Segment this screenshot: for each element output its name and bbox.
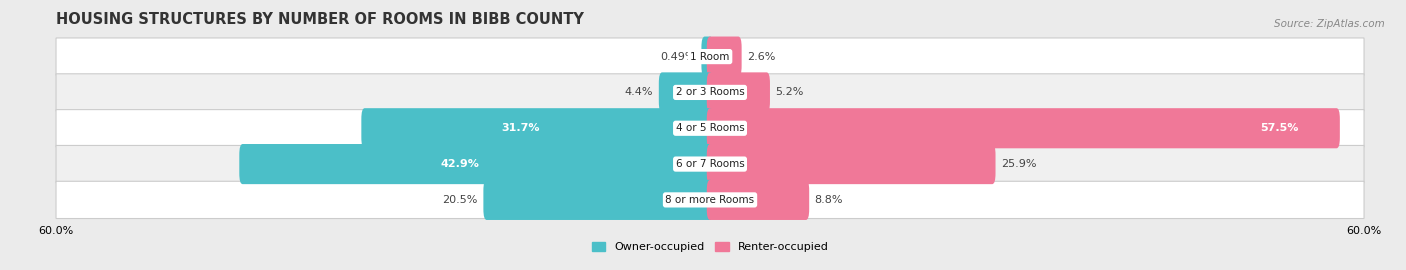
Text: 4 or 5 Rooms: 4 or 5 Rooms — [676, 123, 744, 133]
FancyBboxPatch shape — [56, 74, 1364, 111]
FancyBboxPatch shape — [56, 110, 1364, 147]
Text: 0.49%: 0.49% — [661, 52, 696, 62]
FancyBboxPatch shape — [659, 72, 713, 113]
FancyBboxPatch shape — [361, 108, 713, 148]
FancyBboxPatch shape — [707, 72, 770, 113]
FancyBboxPatch shape — [707, 108, 1340, 148]
Text: 42.9%: 42.9% — [440, 159, 479, 169]
Text: 2.6%: 2.6% — [747, 52, 776, 62]
Text: 20.5%: 20.5% — [443, 195, 478, 205]
Text: 57.5%: 57.5% — [1260, 123, 1298, 133]
FancyBboxPatch shape — [707, 36, 741, 77]
Text: 31.7%: 31.7% — [502, 123, 540, 133]
Text: 6 or 7 Rooms: 6 or 7 Rooms — [676, 159, 744, 169]
Text: 5.2%: 5.2% — [776, 87, 804, 97]
FancyBboxPatch shape — [702, 36, 713, 77]
FancyBboxPatch shape — [707, 180, 810, 220]
Text: 2 or 3 Rooms: 2 or 3 Rooms — [676, 87, 744, 97]
Text: 8 or more Rooms: 8 or more Rooms — [665, 195, 755, 205]
FancyBboxPatch shape — [56, 38, 1364, 75]
FancyBboxPatch shape — [484, 180, 713, 220]
FancyBboxPatch shape — [56, 146, 1364, 183]
Text: 4.4%: 4.4% — [624, 87, 654, 97]
FancyBboxPatch shape — [239, 144, 713, 184]
Text: Source: ZipAtlas.com: Source: ZipAtlas.com — [1274, 19, 1385, 29]
Legend: Owner-occupied, Renter-occupied: Owner-occupied, Renter-occupied — [588, 238, 832, 257]
Text: 1 Room: 1 Room — [690, 52, 730, 62]
FancyBboxPatch shape — [707, 144, 995, 184]
Text: 8.8%: 8.8% — [814, 195, 844, 205]
FancyBboxPatch shape — [56, 181, 1364, 218]
Text: 25.9%: 25.9% — [1001, 159, 1036, 169]
Text: HOUSING STRUCTURES BY NUMBER OF ROOMS IN BIBB COUNTY: HOUSING STRUCTURES BY NUMBER OF ROOMS IN… — [56, 12, 583, 27]
